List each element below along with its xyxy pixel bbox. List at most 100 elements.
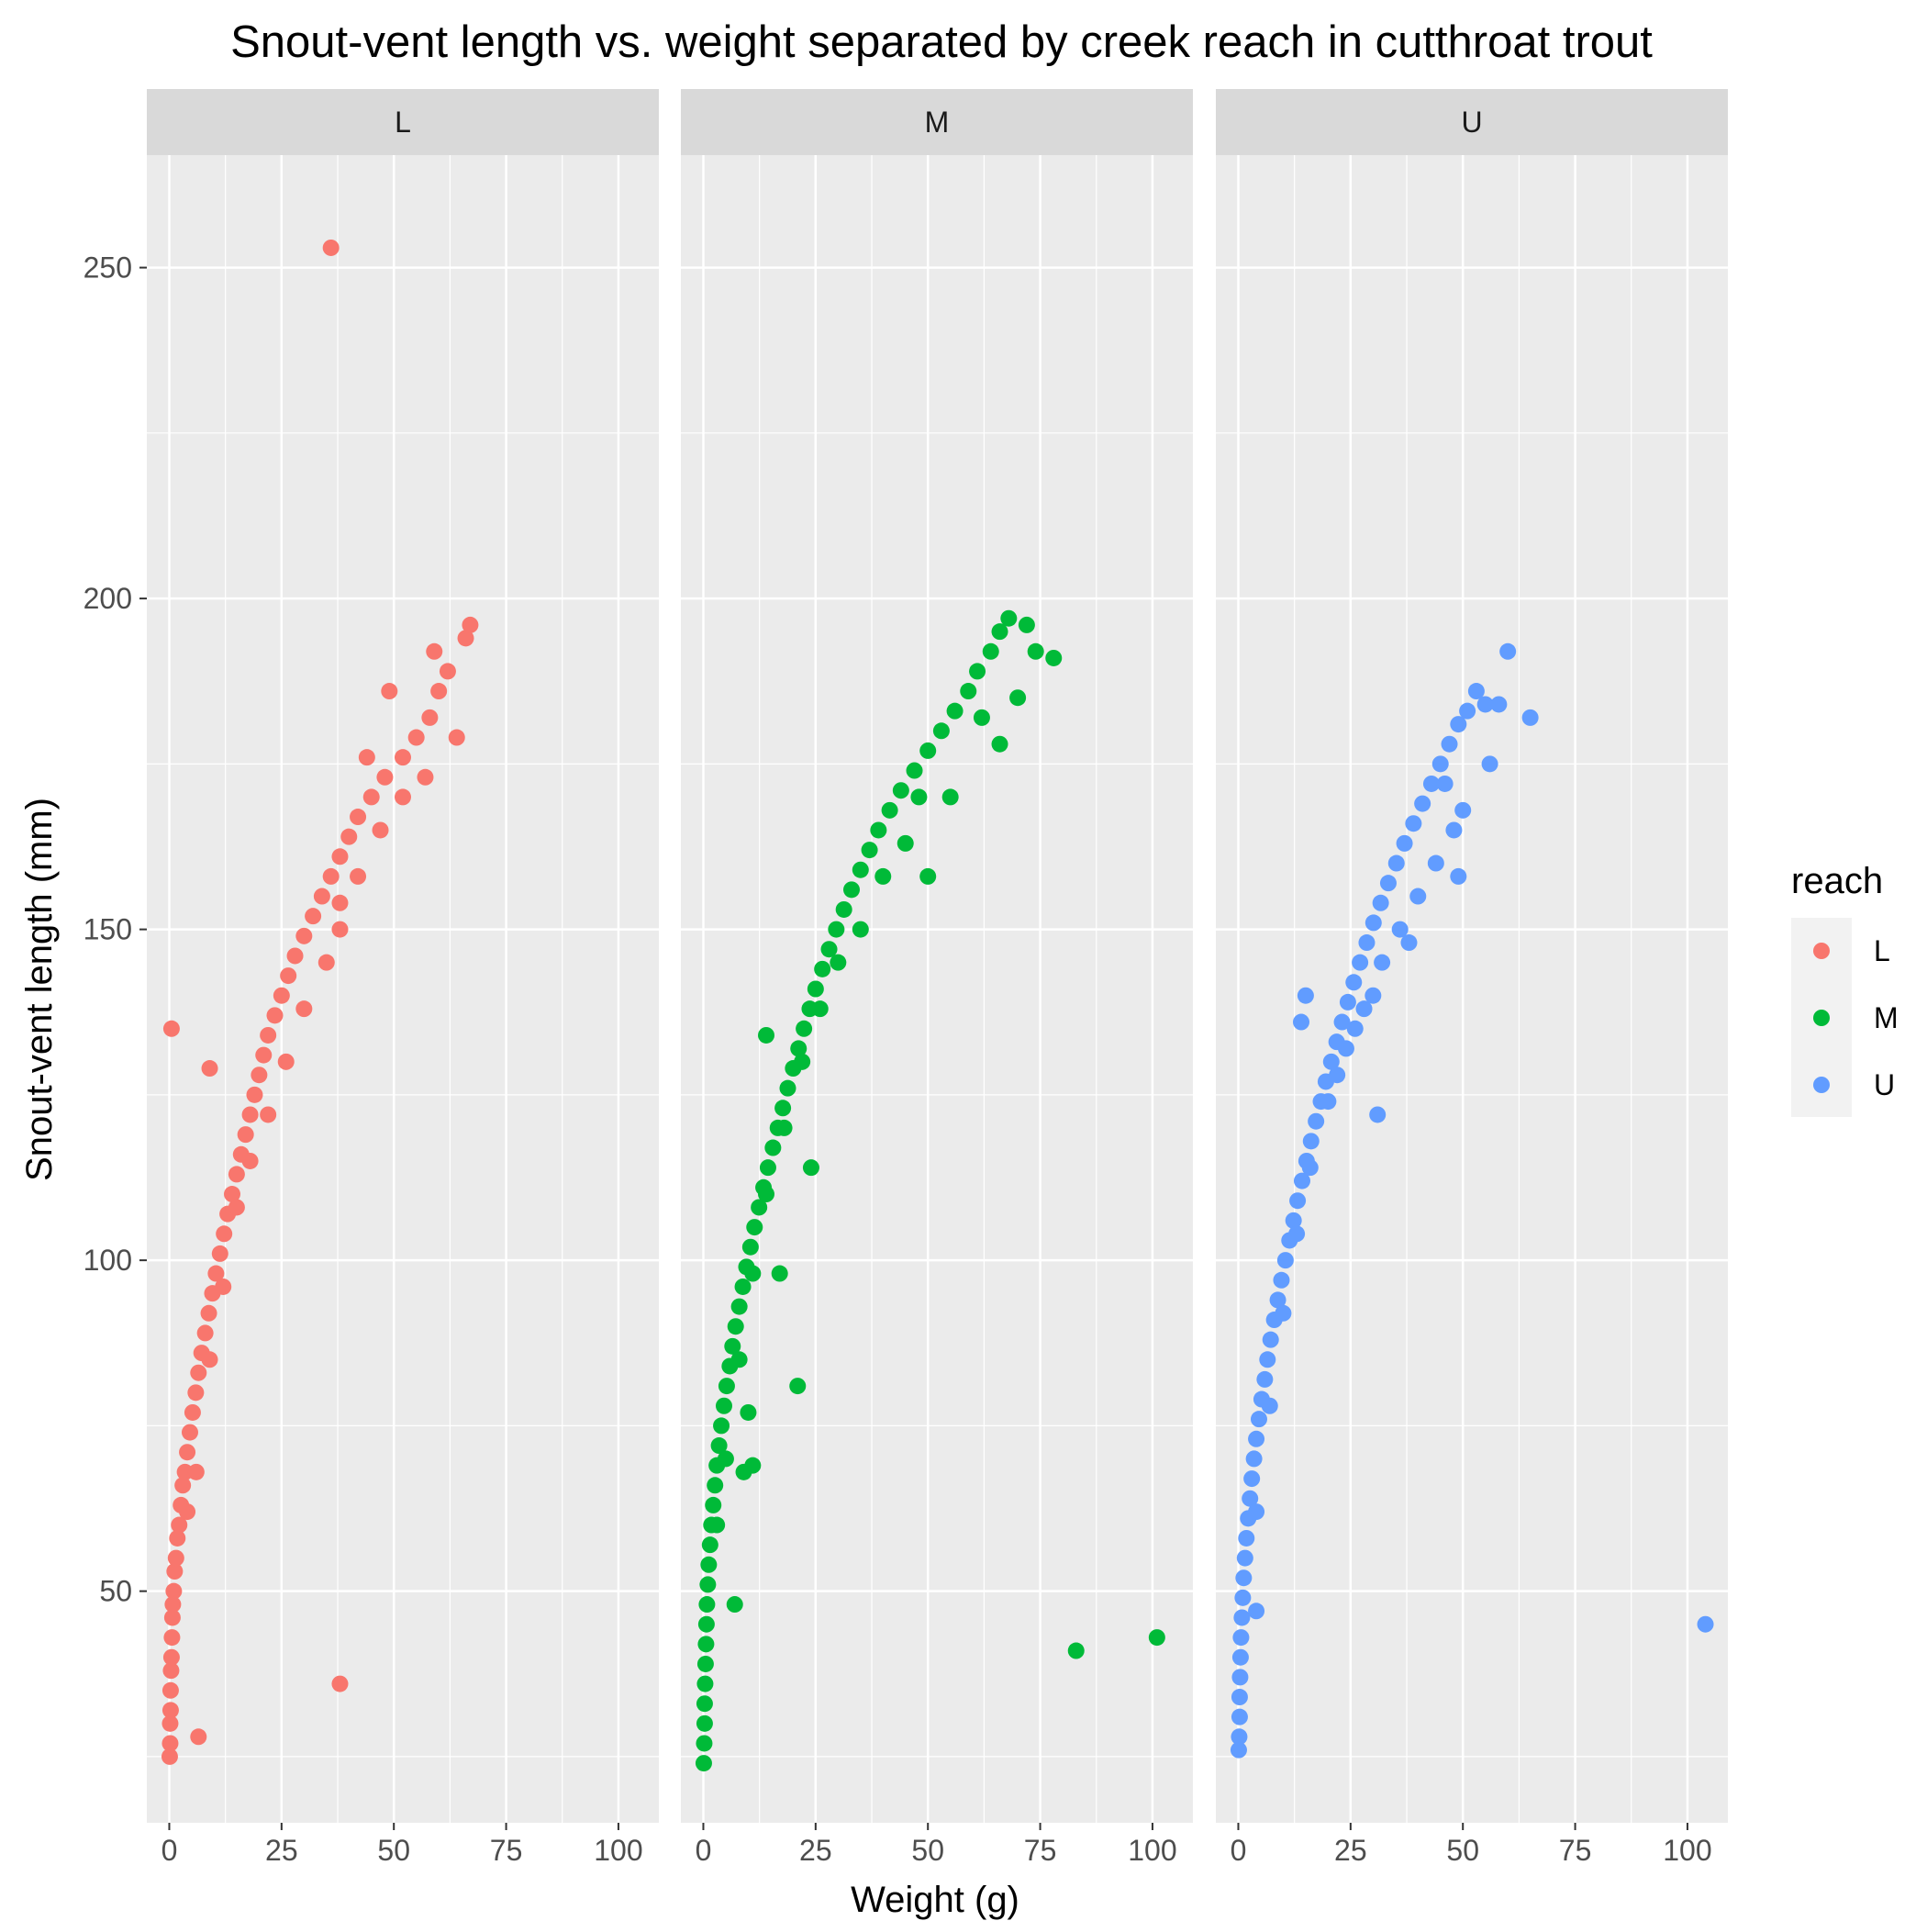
data-point	[1422, 775, 1440, 792]
panel-background	[681, 155, 1193, 1823]
data-point	[1231, 1689, 1248, 1706]
data-point	[1379, 875, 1397, 892]
data-point	[820, 941, 838, 958]
data-point	[701, 1536, 718, 1554]
chart-title: Snout-vent length vs. weight separated b…	[230, 17, 1653, 67]
y-tick-label: 150	[84, 913, 132, 946]
data-point	[181, 1424, 198, 1441]
data-point	[241, 1152, 259, 1169]
data-point	[861, 842, 878, 859]
data-point	[758, 1186, 774, 1203]
data-point	[331, 848, 349, 865]
data-point	[277, 1053, 295, 1070]
data-point	[1521, 709, 1539, 726]
data-point	[331, 1675, 349, 1692]
data-point	[751, 1199, 768, 1216]
data-point	[1242, 1490, 1259, 1507]
y-axis: 50 100 150 200 250	[84, 251, 147, 1608]
data-point	[305, 908, 322, 925]
data-point	[417, 768, 434, 786]
data-point	[1261, 1397, 1278, 1414]
data-point	[1275, 1304, 1292, 1322]
data-point	[696, 1735, 713, 1752]
data-point	[201, 1060, 218, 1078]
data-point	[696, 1695, 713, 1713]
data-point	[1289, 1192, 1307, 1210]
data-point	[1231, 1648, 1249, 1666]
data-point	[224, 1186, 240, 1203]
data-point	[1697, 1615, 1714, 1633]
data-point	[1387, 854, 1405, 872]
data-point	[421, 709, 439, 726]
data-point	[1450, 867, 1467, 885]
y-tick-label: 100	[84, 1244, 132, 1277]
data-point	[1414, 795, 1431, 812]
data-point	[1248, 1503, 1265, 1521]
data-point	[179, 1503, 196, 1521]
data-point	[700, 1556, 718, 1573]
x-tick-label: 75	[1559, 1834, 1592, 1867]
legend-title: reach	[1791, 861, 1883, 901]
data-point	[295, 1000, 313, 1018]
data-point	[161, 1748, 178, 1765]
data-point	[1259, 1351, 1276, 1368]
data-point	[1230, 1741, 1247, 1759]
data-point	[1293, 1172, 1310, 1189]
data-point	[1391, 921, 1409, 938]
data-point	[1400, 934, 1418, 952]
data-point	[1248, 1603, 1265, 1620]
facet-panel-U: U 0 25 50 75 100	[1216, 89, 1728, 1867]
data-point	[1499, 642, 1517, 660]
data-point	[162, 1702, 179, 1719]
data-point	[376, 768, 394, 786]
data-point	[1339, 993, 1356, 1011]
data-point	[430, 683, 448, 700]
data-point	[1245, 1450, 1263, 1468]
data-point	[1490, 696, 1508, 713]
data-point	[1256, 1370, 1274, 1388]
data-point	[696, 1655, 714, 1672]
data-point	[171, 1516, 188, 1534]
data-point	[1231, 1728, 1248, 1746]
data-point	[941, 788, 959, 806]
data-point	[1467, 683, 1485, 700]
data-point	[1450, 716, 1467, 733]
data-point	[163, 1629, 181, 1647]
data-point	[1233, 1609, 1251, 1626]
data-point	[707, 1477, 724, 1494]
x-tick-label: 100	[1663, 1834, 1711, 1867]
data-point	[960, 683, 977, 700]
data-point	[843, 881, 860, 899]
data-point	[166, 1563, 184, 1580]
data-point	[439, 663, 456, 680]
data-point	[794, 1053, 811, 1070]
data-point	[771, 1265, 788, 1282]
y-tick-label: 200	[84, 582, 132, 615]
data-point	[835, 900, 852, 918]
data-point	[1355, 1000, 1373, 1018]
x-tick-label: 0	[1231, 1834, 1247, 1867]
data-point	[881, 801, 898, 819]
data-point	[727, 1318, 744, 1335]
data-point	[317, 954, 335, 971]
data-point	[740, 1403, 757, 1421]
data-point	[228, 1199, 245, 1216]
data-point	[1454, 801, 1472, 819]
data-point	[814, 960, 831, 977]
data-point	[372, 821, 389, 839]
data-point	[1320, 1093, 1337, 1111]
data-point	[1436, 775, 1454, 792]
legend-label: L	[1874, 934, 1890, 967]
data-point	[802, 1159, 819, 1177]
data-point	[1148, 1629, 1165, 1647]
data-point	[1352, 954, 1369, 971]
data-point	[1000, 609, 1018, 627]
data-point	[1396, 834, 1413, 852]
data-point	[734, 1278, 752, 1295]
panel-background	[1216, 155, 1728, 1823]
data-point	[710, 1437, 728, 1455]
legend-key	[1813, 1077, 1830, 1093]
data-point	[331, 921, 349, 938]
data-point	[1067, 1642, 1085, 1659]
data-point	[211, 1245, 228, 1262]
